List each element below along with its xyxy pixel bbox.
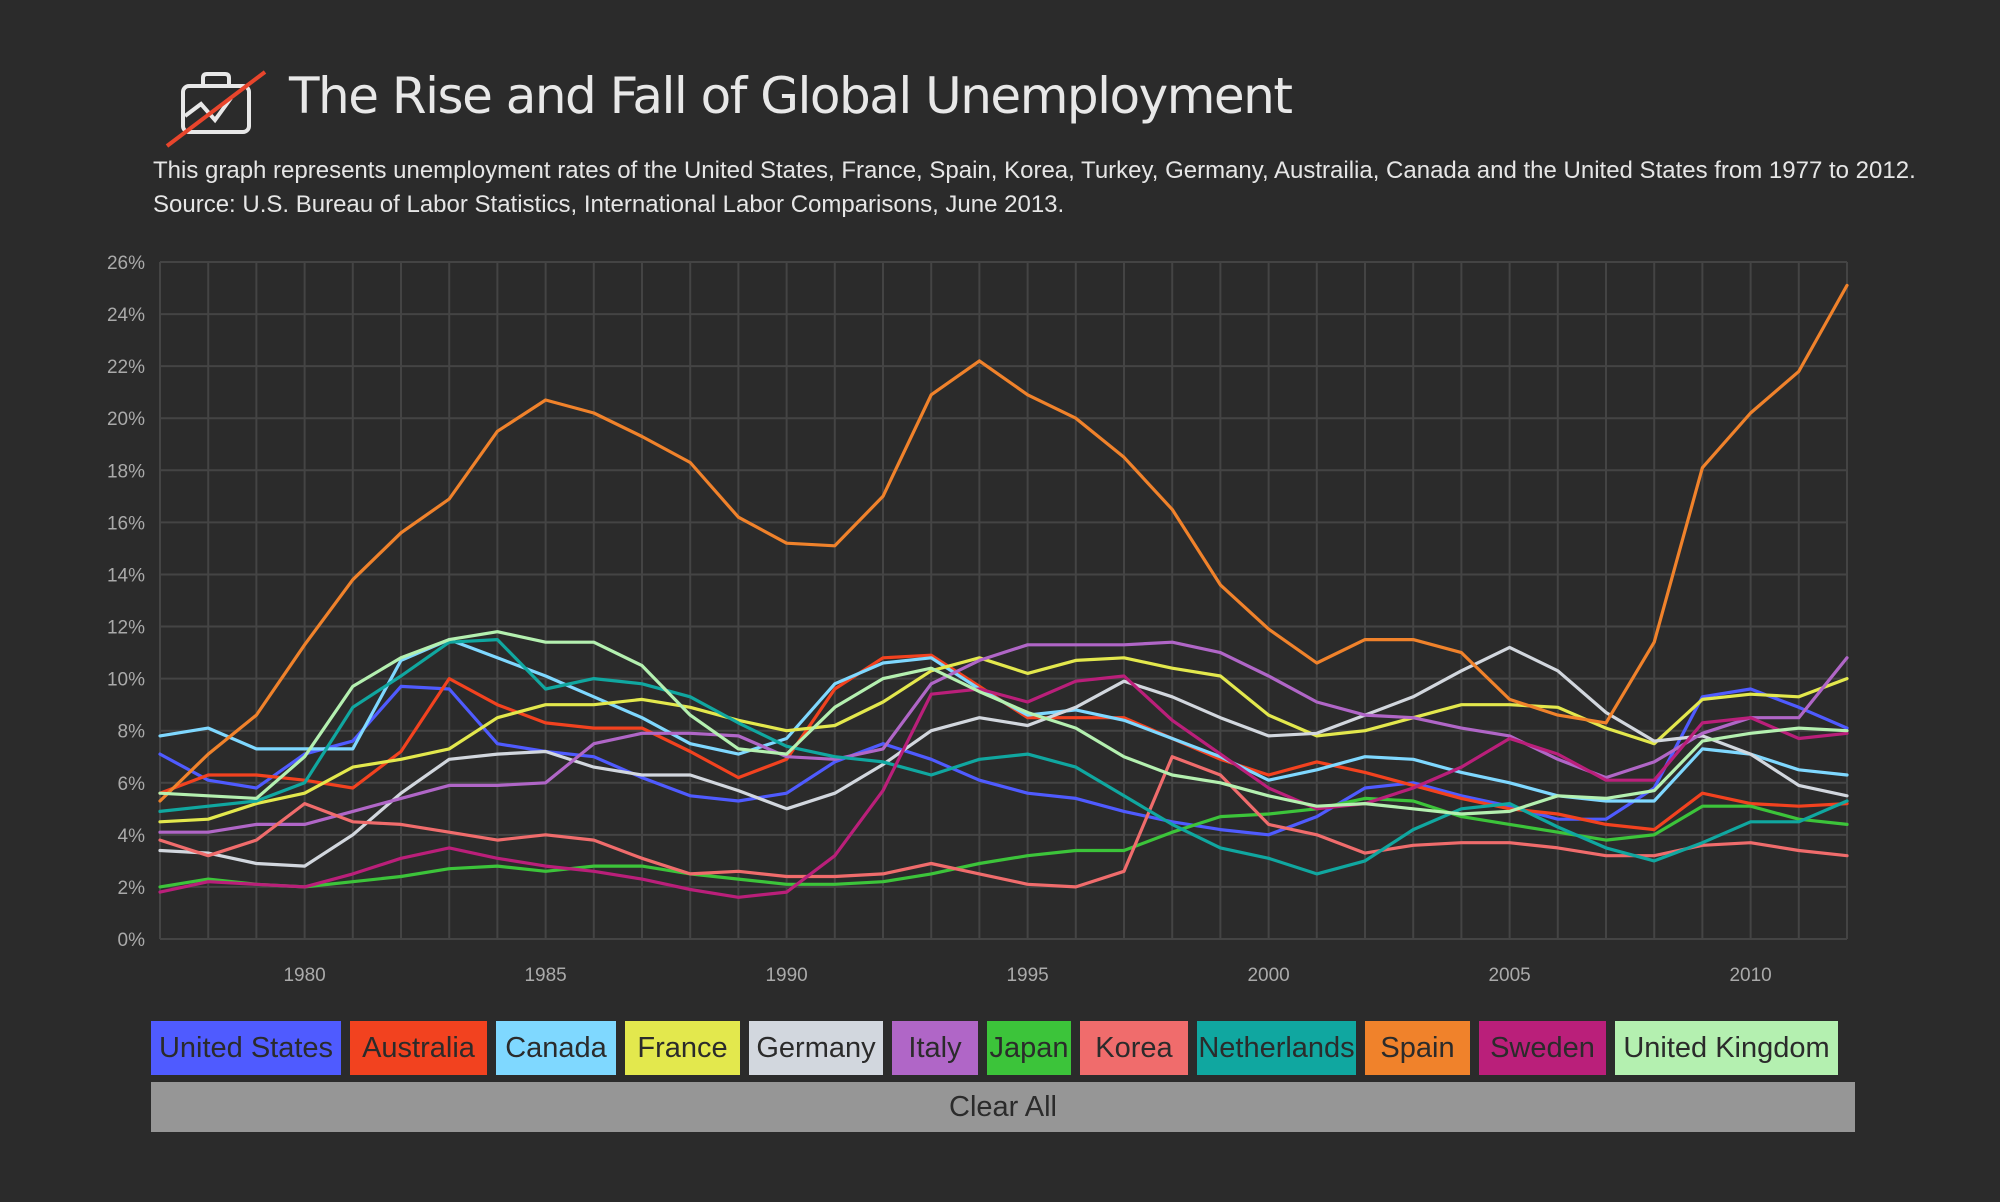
- clear-all-button[interactable]: Clear All: [151, 1082, 1855, 1132]
- x-tick-label: 2000: [1247, 965, 1289, 986]
- series-line-united-kingdom: [158, 630, 1849, 816]
- y-tick-label: 20%: [107, 409, 145, 430]
- y-tick-label: 12%: [107, 618, 145, 639]
- legend-item-united-kingdom[interactable]: United Kingdom: [1615, 1021, 1838, 1075]
- x-tick-label: 2005: [1488, 965, 1530, 986]
- y-axis: 0% 2% 4% 6% 8% 10% 12% 14% 16% 18% 20% 22% 24% 26%: [107, 253, 145, 951]
- subtitle-source: Source: U.S. Bureau of Labor Statistics,…: [153, 191, 1065, 218]
- series-line-netherlands: [158, 637, 1849, 876]
- y-tick-label: 26%: [107, 253, 145, 274]
- x-tick-label: 1990: [765, 965, 807, 986]
- series-line-italy: [158, 640, 1849, 834]
- legend-item-spain[interactable]: Spain: [1365, 1021, 1470, 1075]
- legend: United States Australia Canada France German…: [151, 1021, 1855, 1075]
- series-line-korea: [158, 755, 1849, 889]
- y-tick-label: 16%: [107, 513, 145, 534]
- legend-item-korea[interactable]: Korea: [1080, 1021, 1188, 1075]
- x-axis: 1980 1985 1990 1995 2000 2005 2010: [283, 965, 1771, 986]
- y-tick-label: 6%: [118, 774, 146, 795]
- x-tick-label: 1980: [283, 965, 325, 986]
- legend-item-france[interactable]: France: [625, 1021, 740, 1075]
- legend-item-italy[interactable]: Italy: [892, 1021, 978, 1075]
- legend-item-united-states[interactable]: United States: [151, 1021, 341, 1075]
- y-tick-label: 18%: [107, 461, 145, 482]
- legend-item-canada[interactable]: Canada: [496, 1021, 616, 1075]
- x-tick-label: 1985: [524, 965, 566, 986]
- line-chart: 0% 2% 4% 6% 8% 10% 12% 14% 16% 18% 20% 22% 24% 26% 19…: [107, 253, 1849, 986]
- y-tick-label: 2%: [118, 878, 146, 899]
- page-subtitle: This graph represents unemployment rates…: [153, 154, 1916, 222]
- series-line-france: [158, 656, 1849, 824]
- series-line-australia: [158, 653, 1849, 832]
- subtitle-description: This graph represents unemployment rates…: [153, 157, 1916, 184]
- page-title: The Rise and Fall of Global Unemployment: [289, 67, 1293, 125]
- y-tick-label: 22%: [107, 357, 145, 378]
- series-line-united-states: [158, 684, 1849, 837]
- y-tick-label: 10%: [107, 670, 145, 691]
- y-tick-label: 14%: [107, 565, 145, 586]
- legend-item-sweden[interactable]: Sweden: [1479, 1021, 1606, 1075]
- y-tick-label: 4%: [118, 826, 146, 847]
- chart-series: [158, 283, 1849, 899]
- x-tick-label: 1995: [1006, 965, 1048, 986]
- legend-item-germany[interactable]: Germany: [749, 1021, 883, 1075]
- y-tick-label: 24%: [107, 305, 145, 326]
- y-tick-label: 8%: [118, 722, 146, 743]
- chart-grid: [159, 261, 1848, 940]
- series-line-germany: [158, 645, 1849, 868]
- series-line-sweden: [158, 674, 1849, 899]
- legend-item-netherlands[interactable]: Netherlands: [1197, 1021, 1356, 1075]
- legend-item-australia[interactable]: Australia: [350, 1021, 487, 1075]
- legend-item-japan[interactable]: Japan: [987, 1021, 1071, 1075]
- x-tick-label: 2010: [1729, 965, 1771, 986]
- briefcase-chart-icon: [165, 70, 267, 148]
- series-line-japan: [158, 796, 1849, 889]
- series-line-spain: [158, 283, 1849, 803]
- y-tick-label: 0%: [118, 930, 146, 951]
